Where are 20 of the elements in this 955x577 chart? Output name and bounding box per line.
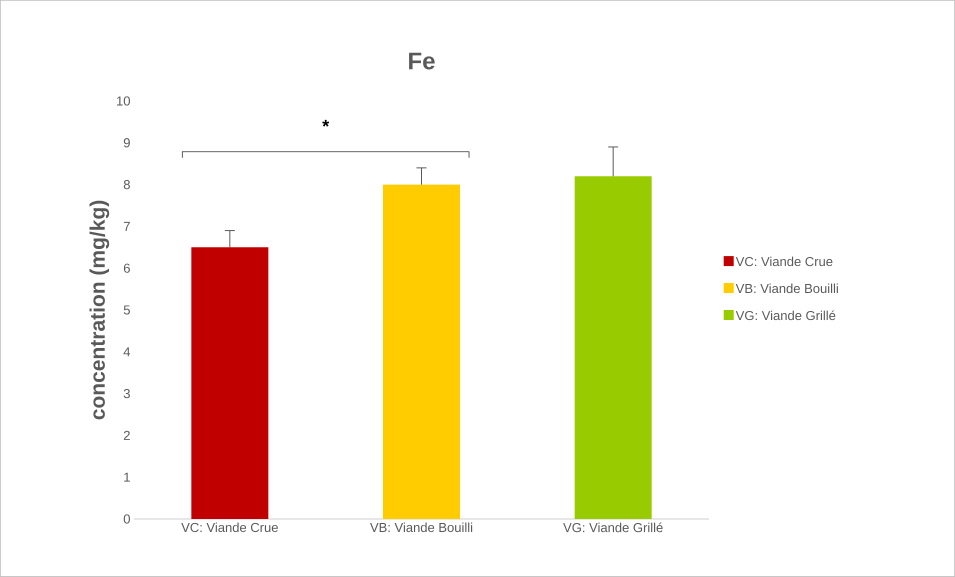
y-tick-label: 0	[124, 514, 130, 524]
legend-label: VC: Viande Crue	[736, 256, 832, 266]
chart-title: Fe	[409, 52, 435, 70]
y-tick-label: 3	[124, 388, 130, 398]
y-axis-title: concentration (mg/kg)	[89, 200, 110, 420]
y-tick-label: 10	[117, 96, 130, 106]
legend-label: VB: Viande Bouilli	[736, 284, 838, 294]
x-tick-label: VC: Viande Crue	[181, 522, 278, 532]
x-tick-label: VG: Viande Grillé	[563, 522, 663, 532]
y-tick-label: 2	[124, 430, 130, 440]
y-tick-label: 4	[124, 347, 130, 356]
x-tick-label: VB: Viande Bouilli	[370, 522, 472, 532]
y-tick-label: 6	[124, 264, 130, 273]
y-tick-label: 7	[124, 222, 130, 231]
y-tick-label: 8	[124, 180, 130, 190]
y-tick-label: 1	[124, 472, 130, 482]
y-tick-label: 9	[124, 138, 130, 148]
annotation: *	[322, 120, 330, 127]
y-tick-label: 5	[124, 305, 130, 315]
legend-label: VG: Viande Grillé	[736, 310, 836, 320]
